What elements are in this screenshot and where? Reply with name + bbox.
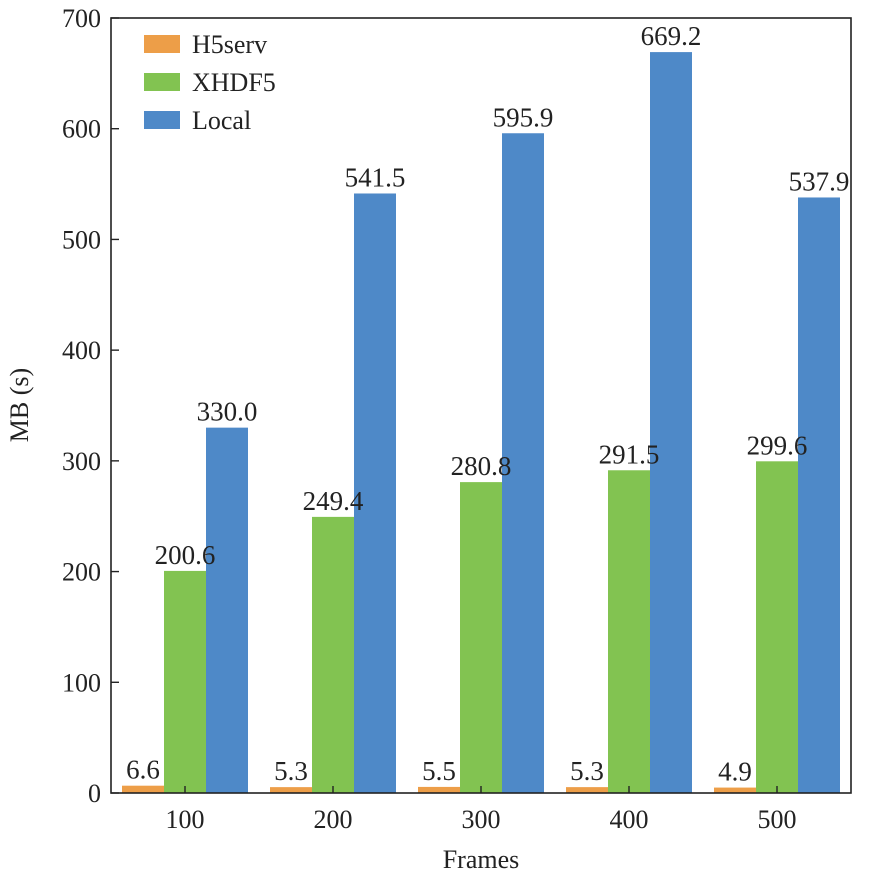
legend-swatch-local xyxy=(144,111,180,129)
legend-label-xhdf5: XHDF5 xyxy=(192,68,276,97)
data-label-h5serv-400: 5.3 xyxy=(570,756,604,786)
data-label-local-100: 330.0 xyxy=(197,397,258,427)
data-label-local-500: 537.9 xyxy=(789,166,850,196)
y-tick-label: 0 xyxy=(88,779,101,808)
data-label-xhdf5-200: 249.4 xyxy=(303,486,364,516)
bar-xhdf5-200 xyxy=(312,516,354,793)
data-label-xhdf5-400: 291.5 xyxy=(599,439,660,469)
bar-xhdf5-500 xyxy=(756,461,798,793)
bar-xhdf5-400 xyxy=(608,470,650,793)
y-tick-label: 100 xyxy=(62,668,101,697)
bar-local-500 xyxy=(798,197,840,794)
data-label-h5serv-100: 6.6 xyxy=(126,755,160,785)
bar-local-400 xyxy=(650,52,692,794)
data-label-local-400: 669.2 xyxy=(641,21,702,51)
x-axis-label: Frames xyxy=(443,845,520,874)
bar-local-200 xyxy=(354,193,396,793)
bar-h5serv-300 xyxy=(418,786,460,793)
data-label-h5serv-500: 4.9 xyxy=(718,757,752,787)
bar-xhdf5-100 xyxy=(164,570,206,793)
legend: H5serv XHDF5 Local xyxy=(144,30,276,135)
y-tick-label: 600 xyxy=(62,115,101,144)
data-label-xhdf5-100: 200.6 xyxy=(155,540,216,570)
x-tick-label: 500 xyxy=(758,805,797,834)
bar-h5serv-400 xyxy=(566,787,608,793)
legend-label-local: Local xyxy=(192,106,251,135)
legend-swatch-xhdf5 xyxy=(144,73,180,91)
y-tick-label: 200 xyxy=(62,558,101,587)
y-tick-label: 300 xyxy=(62,447,101,476)
legend-swatch-h5serv xyxy=(144,35,180,53)
bar-h5serv-500 xyxy=(714,787,756,793)
bar-local-100 xyxy=(206,427,248,793)
bar-h5serv-200 xyxy=(270,787,312,793)
x-tick-label: 300 xyxy=(462,805,501,834)
data-label-xhdf5-300: 280.8 xyxy=(451,451,512,481)
x-tick-label: 400 xyxy=(610,805,649,834)
y-tick-label: 400 xyxy=(62,336,101,365)
ticks-layer: 100 200 300 400 500 0 100 200 300 400 500 600 700 xyxy=(62,4,797,834)
bar-xhdf5-300 xyxy=(460,482,502,793)
data-label-local-300: 595.9 xyxy=(493,102,554,132)
y-tick-label: 700 xyxy=(62,4,101,33)
bars-layer xyxy=(122,52,840,794)
bar-h5serv-100 xyxy=(122,785,164,793)
y-axis-label: MB (s) xyxy=(5,368,34,442)
legend-label-h5serv: H5serv xyxy=(192,30,267,59)
y-tick-label: 500 xyxy=(62,225,101,254)
x-tick-label: 100 xyxy=(166,805,205,834)
x-tick-label: 200 xyxy=(314,805,353,834)
bar-local-300 xyxy=(502,133,544,794)
data-label-xhdf5-500: 299.6 xyxy=(747,430,808,460)
data-label-local-200: 541.5 xyxy=(345,162,406,192)
plot-frame xyxy=(110,17,852,794)
value-labels-layer: 6.6 200.6 330.0 5.3 249.4 541.5 5.5 280.8 595.9 5… xyxy=(126,21,849,786)
data-label-h5serv-200: 5.3 xyxy=(274,756,308,786)
data-label-h5serv-300: 5.5 xyxy=(422,756,456,786)
